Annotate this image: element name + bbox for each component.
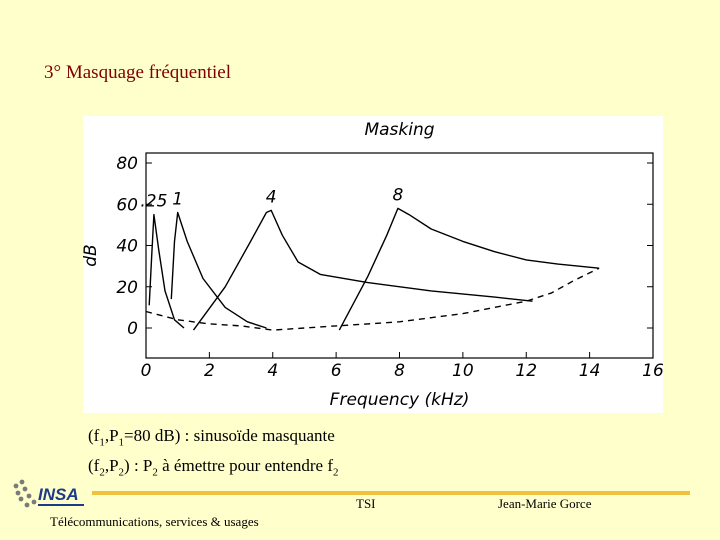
caption-text: (f	[88, 456, 100, 476]
caption-text: ,P	[104, 456, 119, 476]
caption-text: ) : P	[124, 456, 153, 476]
chart-title: Masking	[364, 120, 434, 140]
masking-chart: Masking 0 2 4 6 8 10 12 14 16 0 20 40 60 80 Frequency (…	[83, 116, 663, 413]
series-line-1	[170, 211, 267, 329]
x-tick-label: 16	[642, 361, 663, 381]
x-tick-label: 0	[141, 361, 152, 381]
footer-rule	[92, 491, 690, 495]
x-axis-label: Frequency (kHz)	[330, 390, 470, 410]
caption-text: à émettre pour entendre f	[157, 456, 333, 476]
series-line-4	[192, 209, 533, 331]
series-line-threshold	[145, 267, 600, 331]
series-label-0.25: .25	[140, 192, 167, 212]
x-tick-label: 14	[579, 361, 601, 381]
caption-text: (f	[88, 426, 100, 445]
insa-logo: INSA	[10, 474, 88, 514]
caption-text: ,P	[104, 426, 119, 445]
caption-sub: 1	[118, 436, 125, 449]
y-tick-label: 80	[116, 154, 138, 174]
caption-text: =80 dB) : sinusoïde masquante	[124, 426, 335, 445]
footer-middle: TSI	[356, 496, 376, 511]
caption-line-2: (f2,P2) : P2 à émettre pour entendre f2	[88, 454, 339, 484]
series-line-0.25	[148, 213, 185, 329]
y-tick-label: 20	[116, 278, 138, 298]
footer-author: Jean-Marie Gorce	[498, 496, 592, 511]
x-tick-label: 2	[204, 361, 215, 381]
series-label-1: 1	[172, 190, 183, 210]
x-tick-label: 8	[394, 361, 405, 381]
caption: (f1,P1=80 dB) : sinusoïde masquante (f2,…	[88, 424, 339, 485]
caption-sub: 1	[99, 436, 105, 449]
y-tick-label: 0	[127, 319, 138, 339]
series-label-4: 4	[266, 187, 277, 207]
series-label-8: 8	[393, 185, 404, 205]
y-axis-label: dB	[83, 244, 101, 266]
caption-sub: 2	[152, 466, 158, 479]
y-tick-label: 60	[116, 195, 138, 215]
x-tick-label: 6	[331, 361, 342, 381]
caption-line-1: (f1,P1=80 dB) : sinusoïde masquante	[88, 424, 339, 454]
x-tick-label: 12	[515, 361, 537, 381]
caption-sub: 2	[99, 466, 105, 479]
logo-text: INSA	[38, 485, 79, 504]
caption-sub: 2	[333, 466, 339, 479]
y-tick-label: 40	[116, 237, 138, 257]
footer-left: Télécommunications, services & usages	[50, 514, 259, 529]
series-line-8	[338, 207, 600, 331]
plot-frame	[145, 152, 654, 359]
caption-sub: 2	[118, 466, 125, 479]
x-tick-label: 10	[452, 361, 474, 381]
x-tick-label: 4	[267, 361, 278, 381]
slide-title: 3° Masquage fréquentiel	[44, 62, 231, 83]
